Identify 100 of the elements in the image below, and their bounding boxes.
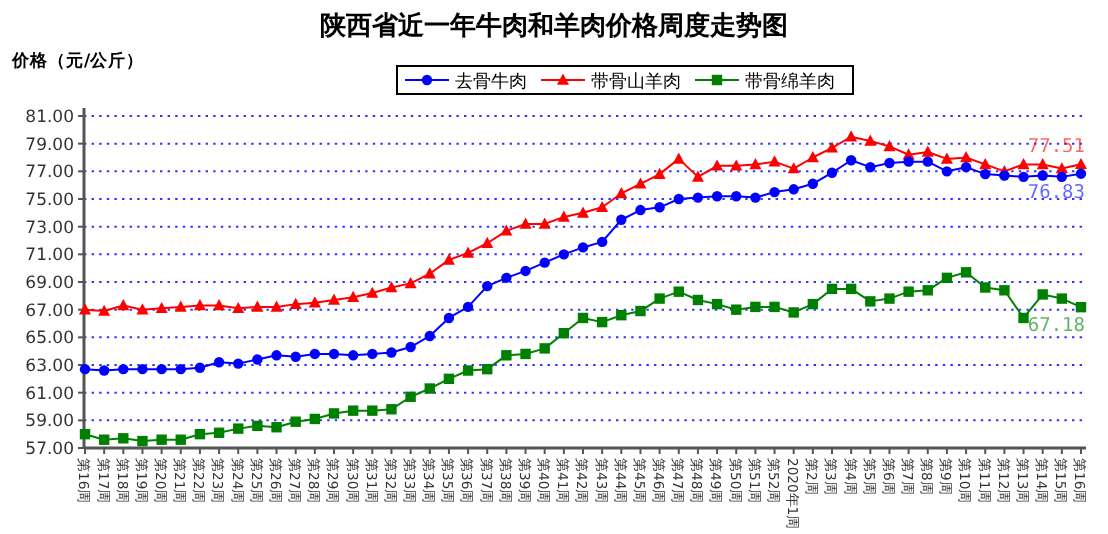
y-tick-label: 59.00 — [25, 412, 74, 433]
point — [654, 293, 665, 304]
point — [635, 305, 646, 317]
point — [118, 433, 129, 444]
point — [442, 253, 455, 265]
point — [155, 301, 168, 314]
point — [1056, 171, 1068, 183]
point — [79, 428, 91, 440]
point — [769, 186, 780, 198]
point — [826, 141, 838, 153]
point — [865, 161, 876, 173]
point — [213, 357, 225, 368]
point — [691, 170, 704, 182]
point — [922, 285, 933, 296]
point — [692, 294, 704, 306]
point — [941, 272, 953, 284]
point — [730, 159, 743, 171]
point — [539, 257, 550, 268]
point — [615, 187, 628, 199]
point — [596, 200, 609, 213]
point — [826, 167, 838, 178]
legend-label: 带骨山羊肉 — [591, 71, 681, 93]
point — [1075, 301, 1087, 313]
point — [423, 267, 436, 279]
point — [596, 236, 608, 248]
point — [366, 286, 379, 298]
point — [979, 158, 992, 170]
point — [482, 363, 493, 375]
point — [557, 210, 570, 222]
point — [577, 312, 589, 324]
point — [137, 435, 148, 447]
point — [328, 293, 340, 305]
point — [443, 312, 455, 324]
point — [156, 363, 167, 375]
point — [252, 420, 263, 432]
point — [520, 265, 531, 277]
point — [347, 405, 359, 416]
y-tick-label: 63.00 — [25, 357, 74, 377]
point — [999, 285, 1010, 296]
point — [290, 416, 301, 427]
point — [271, 422, 282, 433]
point — [711, 159, 724, 171]
point — [731, 304, 742, 315]
point — [1018, 171, 1029, 183]
point — [634, 177, 647, 189]
point — [386, 347, 397, 358]
point — [233, 358, 244, 369]
point — [960, 161, 972, 173]
point — [213, 299, 226, 311]
point — [98, 434, 110, 445]
point — [845, 155, 857, 166]
point — [577, 242, 589, 253]
point — [232, 301, 245, 314]
point — [501, 350, 512, 361]
point — [117, 299, 130, 311]
y-tick-label: 61.00 — [25, 384, 74, 405]
point — [538, 217, 551, 229]
legend-label: 去骨牛肉 — [455, 71, 527, 93]
point — [807, 298, 819, 310]
point — [903, 156, 914, 167]
point — [845, 130, 858, 142]
point — [98, 304, 111, 316]
point — [1075, 168, 1087, 179]
point — [501, 272, 512, 284]
point — [462, 246, 475, 258]
point — [424, 383, 435, 394]
point — [175, 434, 186, 445]
point — [921, 145, 934, 157]
point — [558, 327, 570, 339]
point — [519, 217, 532, 229]
point — [347, 290, 360, 303]
data-label: 76.83 — [1027, 181, 1085, 204]
point — [654, 202, 665, 213]
data-label: 77.51 — [1027, 136, 1086, 159]
point — [174, 300, 187, 312]
point — [520, 348, 531, 360]
point — [692, 192, 704, 203]
point — [136, 303, 149, 315]
point — [194, 428, 206, 440]
point — [883, 140, 896, 152]
point — [289, 297, 302, 309]
point — [884, 157, 895, 169]
y-tick-label: 79.00 — [25, 135, 74, 156]
point — [960, 151, 973, 163]
y-tick-label: 67.00 — [25, 301, 74, 322]
point — [233, 423, 244, 434]
point — [193, 299, 206, 311]
point — [826, 283, 838, 295]
point — [386, 404, 397, 415]
y-tick-label: 77.00 — [25, 163, 74, 184]
point — [673, 286, 684, 297]
point — [405, 341, 416, 353]
point — [731, 191, 742, 202]
point — [481, 236, 494, 249]
point — [788, 307, 799, 318]
point — [271, 350, 282, 361]
point — [79, 303, 91, 315]
data-label: 67.18 — [1027, 315, 1086, 338]
point — [558, 249, 570, 260]
point — [635, 204, 646, 216]
